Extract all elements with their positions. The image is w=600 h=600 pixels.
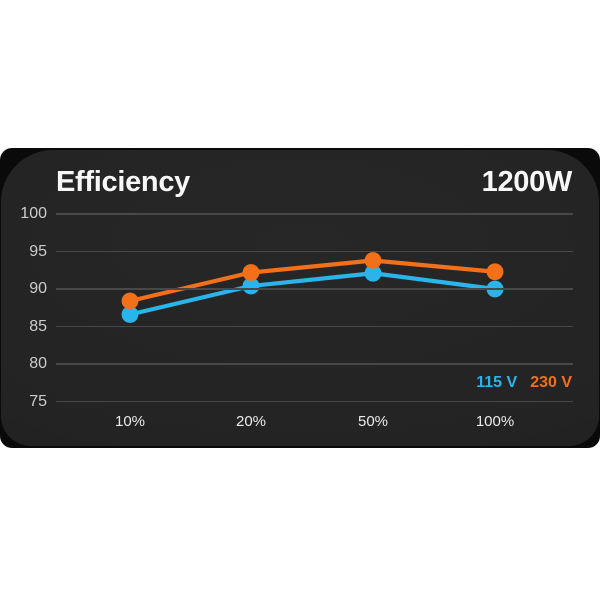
wattage-label: 1200W [481, 166, 573, 198]
legend-item-115v: 115 V [476, 374, 518, 391]
chart-legend: 115 V 230 V [476, 375, 572, 391]
chart-title: Efficiency [56, 166, 190, 198]
data-point-230V-10% [121, 292, 139, 310]
data-point-115V-10% [121, 306, 139, 323]
y-tick-label-90: 90 [29, 280, 47, 297]
card-surface [1, 150, 599, 446]
x-tick-label-20pct: 20% [235, 413, 267, 430]
y-tick-label-80: 80 [29, 355, 47, 372]
data-point-230V-50% [364, 252, 382, 269]
gridline-80 [56, 363, 573, 365]
gridline-100 [56, 213, 573, 215]
card-header: Efficiency 1200W [56, 167, 572, 199]
x-tick-label-100pct: 100% [475, 413, 515, 430]
x-tick-label-10pct: 10% [114, 413, 146, 430]
series-line-115V [129, 271, 496, 317]
series-line-230V [129, 258, 496, 304]
gridline-90 [56, 288, 573, 290]
data-point-115V-20% [242, 277, 260, 295]
y-tick-label-100: 100 [20, 205, 47, 222]
x-tick-label-50pct: 50% [357, 413, 389, 430]
chart-canvas [121, 252, 504, 323]
y-tick-label-85: 85 [29, 317, 47, 335]
legend-item-230v: 230 V [530, 374, 572, 391]
data-point-230V-20% [242, 264, 260, 281]
plot-area: 115 V 230 V 100 95 90 85 80 75 10% 20% 50% 100% [0, 148, 600, 448]
gridline-85 [56, 325, 573, 328]
data-point-115V-50% [364, 264, 382, 282]
y-tick-label-95: 95 [29, 242, 47, 260]
efficiency-chart-card: Efficiency 1200W 115 V 230 V 100 95 90 85 80… [0, 148, 600, 448]
y-tick-label-75: 75 [29, 392, 47, 410]
data-point-230V-100% [486, 263, 504, 281]
gridline-75 [56, 400, 573, 403]
gridline-95 [56, 250, 573, 253]
